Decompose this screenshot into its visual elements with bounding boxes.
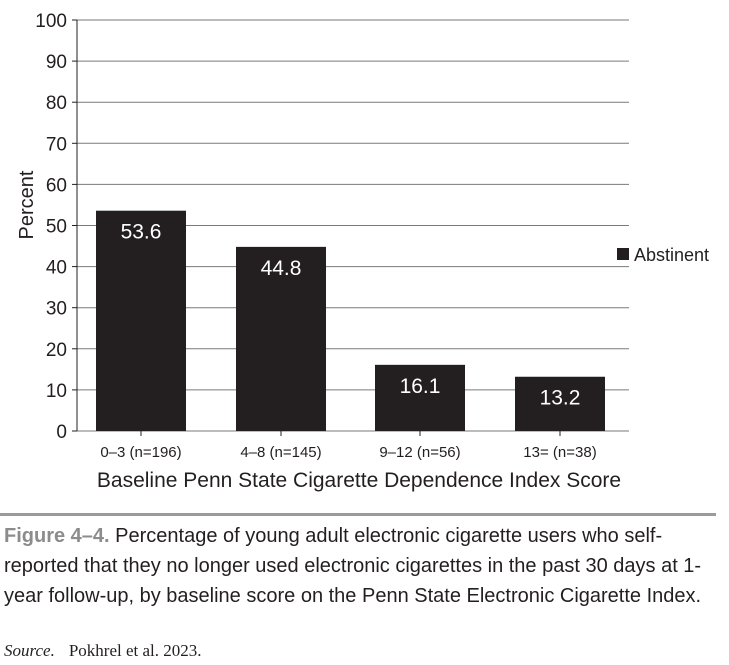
bar-value-label: 13.2 xyxy=(540,387,581,410)
x-axis-categories: 0–3 (n=196) 4–8 (n=145) 9–12 (n=56) 13= (n=… xyxy=(100,431,597,461)
caption-text: Percentage of young adult electronic cig… xyxy=(4,525,702,607)
x-category-label: 9–12 (n=56) xyxy=(379,444,460,461)
caption-divider xyxy=(0,513,716,516)
source-line: Source. Pokhrel et al. 2023. xyxy=(4,641,202,661)
x-category-label: 4–8 (n=145) xyxy=(240,444,321,461)
bar-value-label: 53.6 xyxy=(121,221,162,244)
bar xyxy=(236,246,326,431)
y-axis-title: Percent xyxy=(16,170,38,239)
y-tick-label: 10 xyxy=(46,381,67,402)
y-tick-label: 60 xyxy=(46,175,67,196)
y-tick-label: 50 xyxy=(46,217,67,238)
y-tick-label: 90 xyxy=(46,52,67,73)
x-axis-title: Baseline Penn State Cigarette Dependence… xyxy=(97,469,621,492)
y-tick-label: 70 xyxy=(46,134,67,155)
y-tick-label: 30 xyxy=(46,299,67,320)
y-tick-label: 40 xyxy=(46,258,67,279)
y-tick-label: 0 xyxy=(56,422,67,443)
bar xyxy=(515,376,605,431)
bar xyxy=(375,364,465,431)
bar-value-label: 16.1 xyxy=(400,375,441,398)
legend-label: Abstinent xyxy=(634,245,709,265)
y-tick-label: 100 xyxy=(35,11,67,32)
figure-caption: Figure 4–4. Percentage of young adult el… xyxy=(4,521,719,611)
bar-value-label: 44.8 xyxy=(261,257,302,280)
bars xyxy=(96,210,605,431)
y-axis-ticks: 0 10 20 30 40 50 60 70 80 90 100 xyxy=(35,11,78,443)
x-category-label: 13= (n=38) xyxy=(523,444,596,461)
figure-label: Figure 4–4. xyxy=(4,525,110,547)
source-label: Source. xyxy=(4,641,55,660)
y-tick-label: 80 xyxy=(46,93,67,114)
source-text: Pokhrel et al. 2023. xyxy=(68,641,202,660)
bar-value-labels: 53.6 44.8 16.1 13.2 xyxy=(121,221,581,410)
x-category-label: 0–3 (n=196) xyxy=(100,444,181,461)
y-tick-label: 20 xyxy=(46,340,67,361)
legend: Abstinent xyxy=(617,245,709,265)
legend-swatch xyxy=(617,248,629,260)
bar xyxy=(96,210,186,431)
